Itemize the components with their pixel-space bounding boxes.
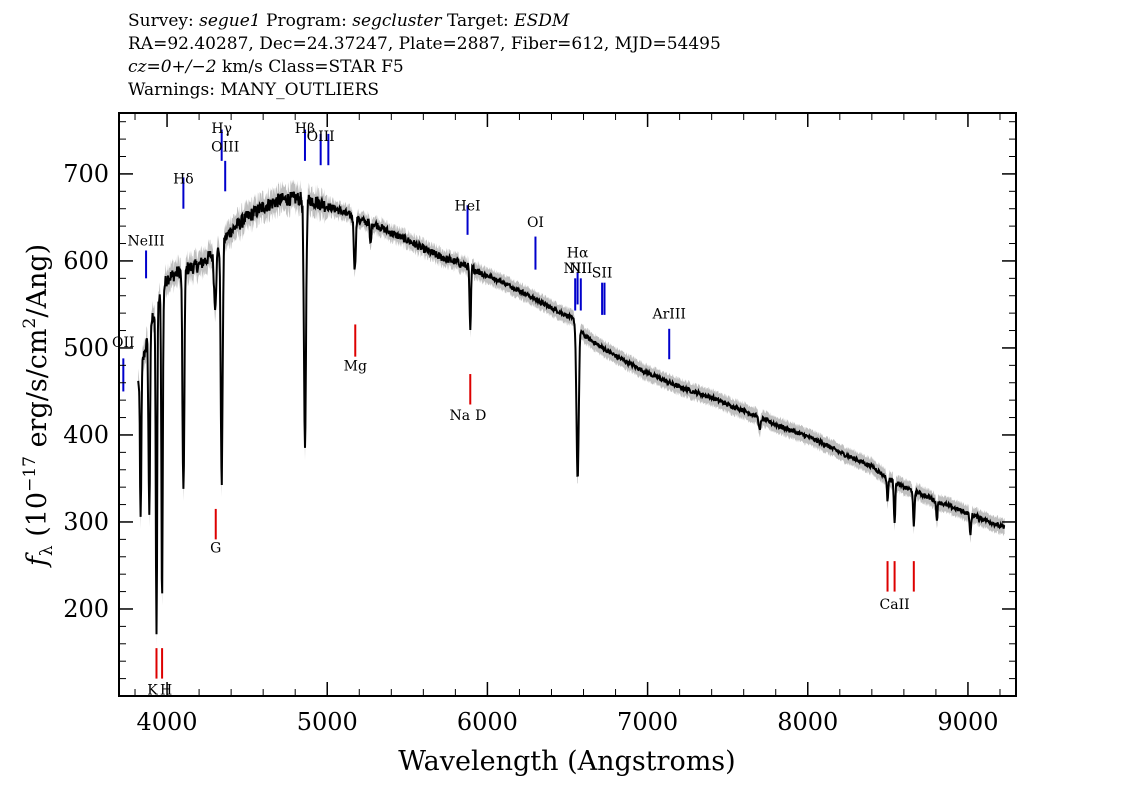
- redshift-value: cz=0+/−2: [128, 57, 217, 77]
- emission-line-label: Hδ: [173, 171, 194, 187]
- y-tick-label: 700: [63, 160, 109, 188]
- y-tick-label: 400: [63, 421, 109, 449]
- y-label-b: erg/s/cm: [22, 328, 53, 456]
- y-label-sub: λ: [37, 545, 57, 556]
- x-tick-label: 8000: [777, 708, 838, 736]
- y-label-exp2: 2: [20, 318, 40, 329]
- y-tick-label: 500: [63, 334, 109, 362]
- x-tick-label: 6000: [457, 708, 518, 736]
- flux-series: [137, 191, 1006, 635]
- emission-line-label: OIII: [211, 139, 239, 155]
- program-value: segcluster: [352, 11, 442, 31]
- emission-line-label: HeI: [455, 198, 481, 214]
- header-line-warnings: Warnings: MANY_OUTLIERS: [128, 80, 380, 100]
- emission-line-label: NII: [569, 261, 592, 277]
- absorption-line-label: H: [160, 682, 172, 698]
- x-tick-label: 9000: [937, 708, 998, 736]
- emission-line-label: Hβ: [295, 121, 315, 137]
- flux-line: [137, 191, 1006, 635]
- emission-line-label: SII: [592, 265, 613, 281]
- x-axis-label: Wavelength (Angstroms): [398, 746, 735, 777]
- plot-frame: [118, 112, 1017, 697]
- emission-line-label: Hα: [567, 245, 589, 261]
- y-label-f: f: [22, 552, 53, 568]
- x-tick-label: 5000: [297, 708, 358, 736]
- absorption-line-label: Na: [449, 408, 470, 424]
- survey-label: Survey:: [128, 11, 200, 31]
- absorption-line-label: CaII: [880, 597, 910, 613]
- target-value: ESDM: [514, 11, 570, 31]
- emission-line-label: NII: [564, 261, 587, 277]
- y-tick-label: 200: [63, 595, 109, 623]
- y-label-c: /Ang): [22, 244, 53, 318]
- x-tick-label: 7000: [617, 708, 678, 736]
- survey-value: segue1: [199, 11, 261, 31]
- emission-line-label: OIII: [307, 129, 335, 145]
- emission-line-label: OI: [527, 215, 544, 231]
- y-axis-label: fλ (10−17 erg/s/cm2/Ang): [20, 244, 57, 568]
- emission-line-label: Hγ: [211, 121, 232, 137]
- target-label: Target:: [441, 11, 515, 31]
- y-label-a: (10: [22, 492, 53, 545]
- header-line-survey: Survey: segue1 Program: segcluster Targe…: [128, 10, 721, 33]
- absorption-line-label: D: [475, 408, 486, 424]
- header-line-redshift: cz=0+/−2 km/s Class=STAR F5: [128, 56, 721, 79]
- absorption-line-label: K: [147, 682, 158, 698]
- program-label: Program:: [260, 11, 353, 31]
- absorption-line-label: G: [210, 540, 221, 556]
- emission-line-label: NeIII: [127, 233, 164, 249]
- y-tick-label: 600: [63, 247, 109, 275]
- emission-line-label: OII: [112, 335, 135, 351]
- header-line-coordinates: RA=92.40287, Dec=24.37247, Plate=2887, F…: [128, 34, 721, 54]
- axes: 4000 5000 6000 7000 8000 9000 200 300 400 500 600 7…: [63, 113, 1016, 736]
- x-tick-label: 4000: [137, 708, 198, 736]
- absorption-line-label: Mg: [344, 359, 367, 375]
- y-label-exp1: −17: [20, 456, 40, 492]
- emission-line-label: ArIII: [652, 306, 686, 322]
- y-tick-label: 300: [63, 508, 109, 536]
- class-text: km/s Class=STAR F5: [216, 57, 404, 77]
- spectrum-header: Survey: segue1 Program: segcluster Targe…: [128, 10, 721, 102]
